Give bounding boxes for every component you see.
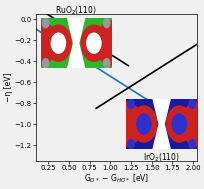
Text: RuO$_2$(110): RuO$_2$(110) xyxy=(55,4,96,17)
Text: IrO$_2$(110): IrO$_2$(110) xyxy=(142,152,179,164)
Y-axis label: −η [eV]: −η [eV] xyxy=(4,73,13,102)
X-axis label: G$_{O*}$ − G$_{HO*}$ [eV]: G$_{O*}$ − G$_{HO*}$ [eV] xyxy=(83,172,148,185)
